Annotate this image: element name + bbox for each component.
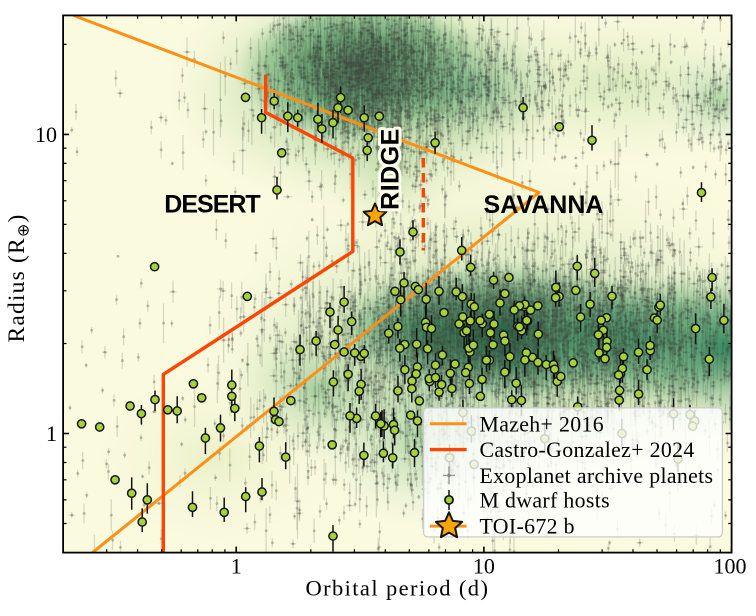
svg-text:1: 1 (46, 421, 57, 446)
svg-text:Exoplanet archive planets: Exoplanet archive planets (480, 464, 714, 488)
svg-text:Castro-Gonzalez+ 2024: Castro-Gonzalez+ 2024 (480, 438, 695, 462)
svg-text:100: 100 (714, 554, 747, 579)
svg-text:RIDGE: RIDGE (377, 128, 405, 210)
svg-text:Orbital period (d): Orbital period (d) (305, 576, 489, 601)
svg-text:10: 10 (35, 122, 57, 147)
svg-text:TOI-672 b: TOI-672 b (480, 515, 575, 539)
svg-text:10: 10 (473, 554, 495, 579)
svg-text:DESERT: DESERT (164, 191, 260, 219)
svg-text:1: 1 (231, 554, 242, 579)
svg-text:M dwarf hosts: M dwarf hosts (480, 488, 610, 512)
svg-text:Mazeh+ 2016: Mazeh+ 2016 (480, 412, 605, 436)
svg-text:SAVANNA: SAVANNA (484, 191, 604, 219)
